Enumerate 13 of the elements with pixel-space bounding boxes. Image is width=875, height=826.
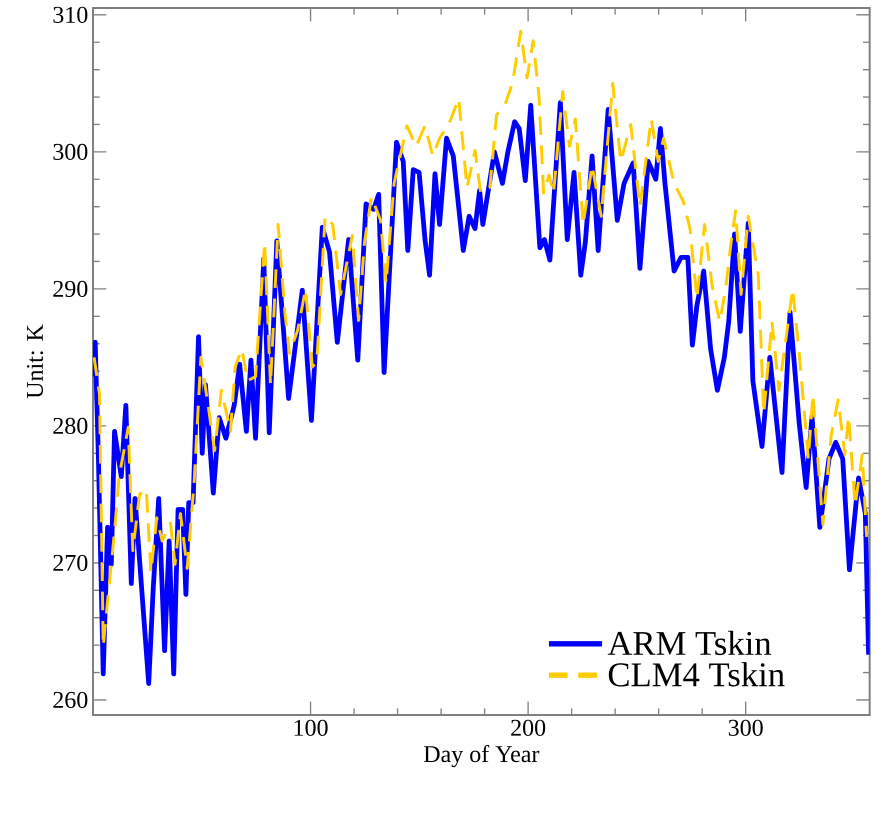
x-tick-label: 100 bbox=[294, 720, 328, 736]
y-tick-label: 300 bbox=[53, 144, 88, 160]
y-tick-label: 270 bbox=[53, 554, 88, 572]
y-tick-label: 290 bbox=[53, 280, 88, 297]
y-tick-label: 260 bbox=[53, 692, 88, 708]
y-tick-label: 310 bbox=[53, 6, 88, 23]
x-tick-label: 300 bbox=[728, 720, 763, 736]
y-axis-title: Unit: K bbox=[26, 324, 44, 398]
y-tick-label: 280 bbox=[53, 418, 88, 434]
legend-label: CLM4 Tskin bbox=[608, 662, 785, 687]
legend-label: ARM Tskin bbox=[608, 630, 772, 656]
x-tick-label: 200 bbox=[511, 720, 546, 736]
x-axis-title: Day of Year bbox=[424, 745, 540, 768]
